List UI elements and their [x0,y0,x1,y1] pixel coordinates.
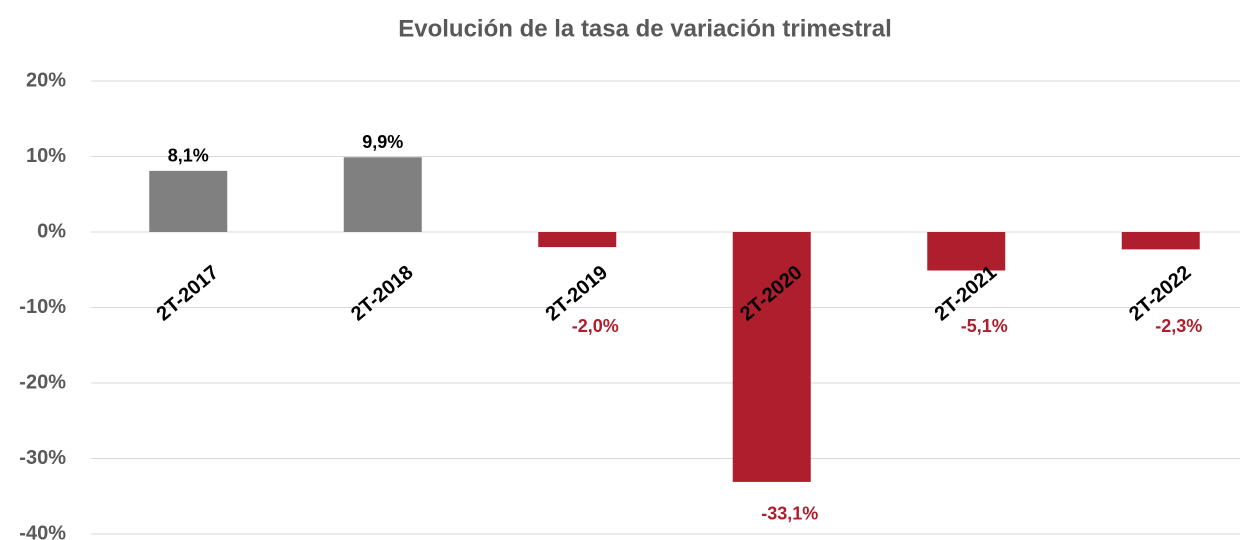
data-label: -33,1% [761,504,818,524]
data-label: -5,1% [961,316,1008,336]
y-tick-label: 10% [26,145,66,167]
bar [732,232,811,482]
bar [538,232,617,248]
y-tick-label: -30% [19,447,66,469]
data-label: -2,3% [1155,316,1202,336]
y-tick-label: -20% [19,371,66,393]
bar [1121,232,1200,250]
bar [927,232,1006,271]
data-label: 9,9% [362,132,403,152]
y-tick-label: -40% [19,522,66,540]
y-tick-label: 20% [26,69,66,91]
bar [149,170,228,232]
x-tick-label: 2T-2018 [347,261,417,325]
y-tick-label: -10% [19,296,66,318]
data-label: 8,1% [168,146,209,166]
chart-title: Evolución de la tasa de variación trimes… [398,15,892,42]
y-tick-label: 0% [37,220,66,242]
data-label: -2,0% [572,316,619,336]
x-tick-label: 2T-2017 [153,261,223,325]
bar [343,157,422,232]
